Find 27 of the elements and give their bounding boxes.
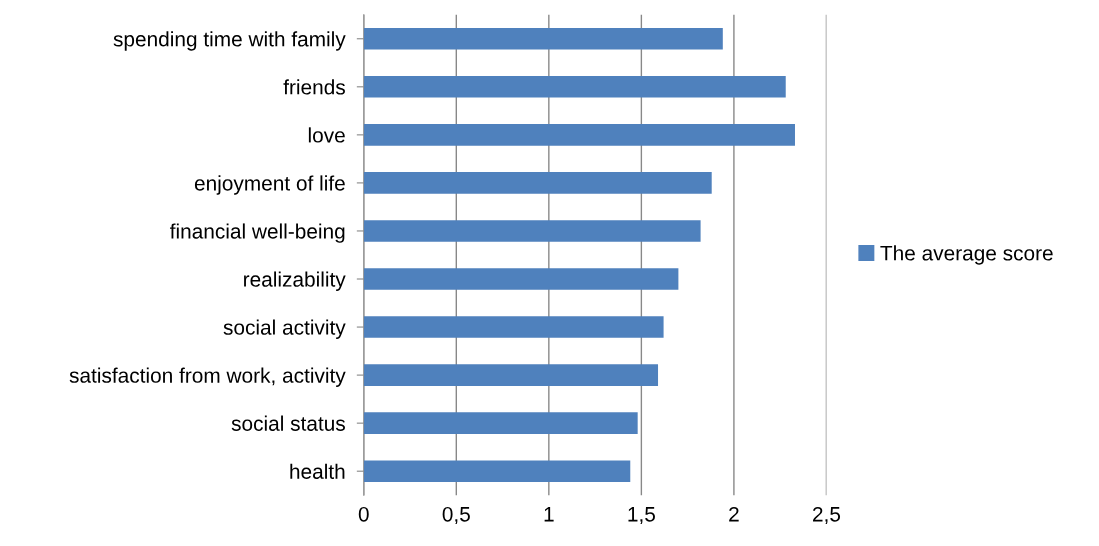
bar bbox=[363, 76, 786, 98]
x-tick-label: 0 bbox=[358, 506, 369, 522]
y-tick-label: satisfaction from work, activity bbox=[69, 367, 346, 387]
bar bbox=[363, 316, 664, 338]
bar bbox=[363, 364, 659, 386]
bar bbox=[363, 220, 701, 242]
x-tick-label: 2,5 bbox=[813, 506, 841, 525]
y-tick-label: friends bbox=[283, 79, 345, 95]
y-tick-label: spending time with family bbox=[113, 31, 346, 51]
y-tick-label: health bbox=[290, 463, 345, 479]
y-tick-label: realizability bbox=[244, 271, 346, 291]
y-tick-label: love bbox=[308, 127, 345, 143]
y-tick-label: enjoyment of life bbox=[194, 175, 345, 195]
bar bbox=[363, 172, 712, 194]
bar bbox=[363, 268, 679, 290]
bar bbox=[363, 460, 631, 483]
x-tick-label: 2 bbox=[729, 506, 739, 522]
x-tick-label: 1 bbox=[544, 507, 554, 522]
y-tick-label: social activity bbox=[223, 319, 346, 339]
y-tick-label: social status bbox=[231, 415, 345, 431]
y-tick-label: financial well-being bbox=[169, 223, 345, 243]
legend-label: The average score bbox=[880, 245, 1053, 265]
bar bbox=[363, 27, 723, 50]
bar bbox=[363, 124, 795, 146]
x-tick-label: 0,5 bbox=[442, 506, 470, 525]
x-tick-label: 1,5 bbox=[628, 507, 655, 525]
bar bbox=[363, 412, 638, 434]
